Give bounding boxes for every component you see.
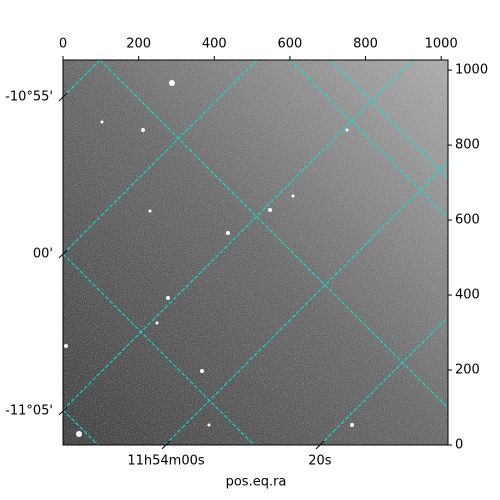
y-tick-label: 800 — [455, 138, 480, 153]
image — [63, 60, 448, 445]
x-tick-label: 1000 — [425, 37, 458, 52]
coordinate-grid — [63, 60, 448, 445]
dec-tick — [58, 406, 68, 416]
axes-frame — [62, 59, 449, 446]
y-tick-label: 600 — [455, 213, 480, 228]
x-tick-label: 200 — [126, 37, 151, 52]
dec-tick-label: -10°55' — [5, 90, 53, 105]
x-tick-label: 0 — [59, 37, 67, 52]
ra-tick — [315, 440, 325, 450]
x-tick-label: 400 — [202, 37, 227, 52]
ra-tick — [161, 440, 171, 450]
y-tick-label: 400 — [455, 288, 480, 303]
dec-tick — [58, 249, 68, 259]
x-tick-label: 600 — [278, 37, 303, 52]
x-axis-label: pos.eq.ra — [226, 475, 287, 490]
dec-tick-label: -11°05' — [5, 403, 53, 418]
y-tick-label: 200 — [455, 363, 480, 378]
ra-tick-label: 11h54m00s — [127, 454, 205, 469]
x-tick-label: 800 — [353, 37, 378, 52]
y-tick-label: 1000 — [455, 63, 488, 78]
dec-tick-label: 00' — [33, 247, 53, 262]
y-tick-label: 0 — [455, 438, 463, 453]
dec-tick — [58, 92, 68, 102]
ra-tick-label: 20s — [308, 454, 332, 469]
